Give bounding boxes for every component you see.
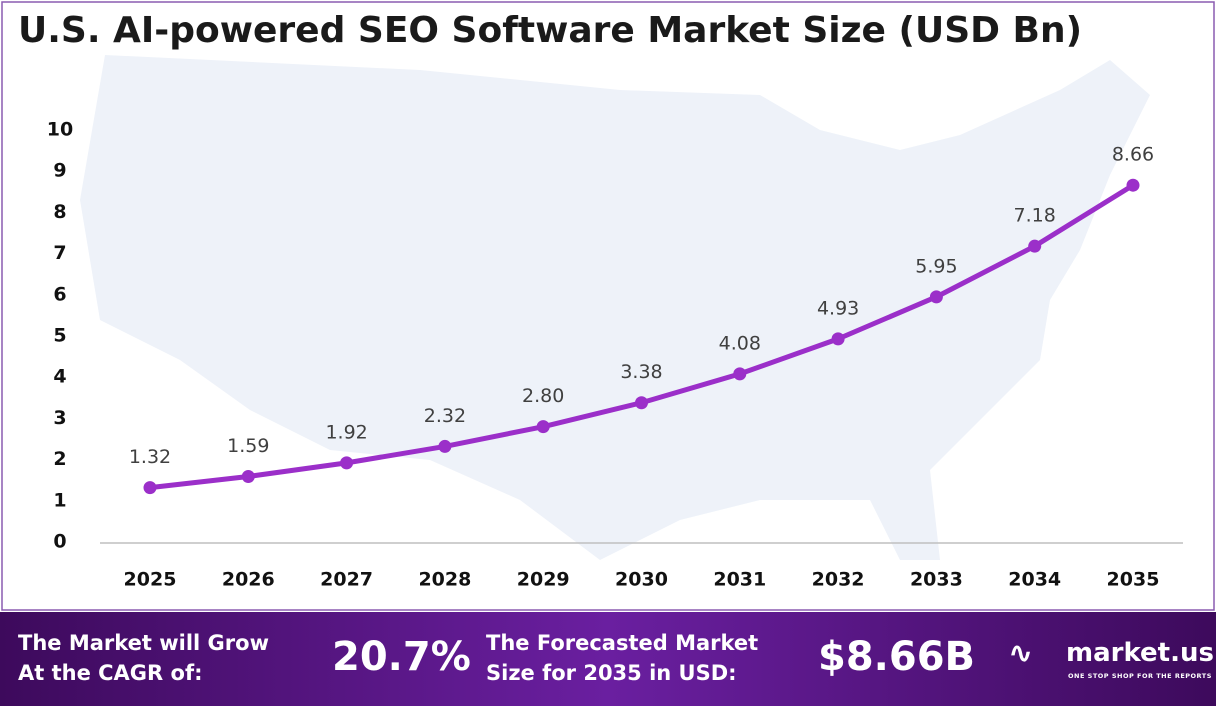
map-background	[80, 55, 1150, 560]
data-label: 8.66	[1112, 144, 1154, 166]
forecast-value: $8.66B	[818, 634, 976, 680]
footer: The Market will Grow At the CAGR of: 20.7…	[0, 612, 1216, 706]
marker	[1028, 239, 1042, 253]
y-tick-label: 0	[53, 531, 66, 553]
chart: U.S. AI-powered SEO Software Market Size…	[1, 1, 1215, 611]
data-label: 5.95	[915, 255, 957, 277]
marker	[733, 367, 747, 381]
marker	[438, 439, 452, 453]
x-tick-label: 2027	[320, 569, 373, 591]
marker	[1126, 178, 1140, 192]
forecast-line: The Forecasted Market	[486, 631, 759, 655]
x-tick-label: 2025	[124, 569, 177, 591]
cagr-value: 20.7%	[332, 634, 471, 680]
x-tick-label: 2034	[1008, 569, 1061, 591]
y-tick-label: 6	[53, 283, 66, 305]
marker	[340, 456, 354, 470]
data-label: 7.18	[1014, 205, 1056, 227]
y-tick-label: 8	[53, 201, 66, 223]
y-tick-label: 4	[53, 366, 66, 388]
marker	[831, 332, 845, 346]
frame	[1, 1, 1215, 611]
forecast-line: Size for 2035 in USD:	[486, 661, 737, 685]
x-tick-label: 2033	[910, 569, 963, 591]
forecast-text: The Forecasted Market Size for 2035 in US…	[486, 628, 758, 688]
marker	[929, 290, 943, 304]
x-tick-label: 2032	[812, 569, 865, 591]
x-tick-label: 2026	[222, 569, 275, 591]
tagline: ONE STOP SHOP FOR THE REPORTS	[1068, 672, 1212, 680]
data-label: 1.32	[129, 446, 171, 468]
cagr-text: The Market will Grow At the CAGR of:	[18, 628, 269, 688]
cagr-line: The Market will Grow	[18, 631, 269, 655]
marker	[536, 420, 550, 434]
data-label: 1.92	[325, 421, 367, 443]
x-tick-label: 2031	[713, 569, 766, 591]
cagr-line: At the CAGR of:	[18, 661, 203, 685]
y-tick-label: 3	[53, 407, 66, 429]
data-label: 2.80	[522, 385, 564, 407]
y-tick-label: 7	[53, 242, 66, 264]
marker	[241, 469, 255, 483]
x-tick-label: 2035	[1107, 569, 1160, 591]
logo-icon: ∿	[1008, 636, 1034, 671]
logo: market.us	[1066, 638, 1214, 668]
data-label: 2.32	[424, 405, 466, 427]
marker	[635, 396, 648, 410]
chart-title: U.S. AI-powered SEO Software Market Size…	[18, 10, 1082, 51]
data-label: 4.93	[817, 297, 859, 319]
data-label: 4.08	[719, 332, 761, 354]
y-tick-label: 1	[53, 489, 66, 511]
x-tick-label: 2029	[517, 569, 570, 591]
x-tick-label: 2028	[418, 569, 471, 591]
x-tick-label: 2030	[615, 569, 668, 591]
data-label: 3.38	[620, 361, 662, 383]
marker	[143, 481, 157, 495]
data-label: 1.59	[227, 435, 269, 457]
y-tick-label: 9	[53, 160, 66, 182]
y-tick-label: 2	[53, 448, 66, 470]
y-tick-label: 10	[47, 119, 73, 141]
y-tick-label: 5	[53, 325, 66, 347]
